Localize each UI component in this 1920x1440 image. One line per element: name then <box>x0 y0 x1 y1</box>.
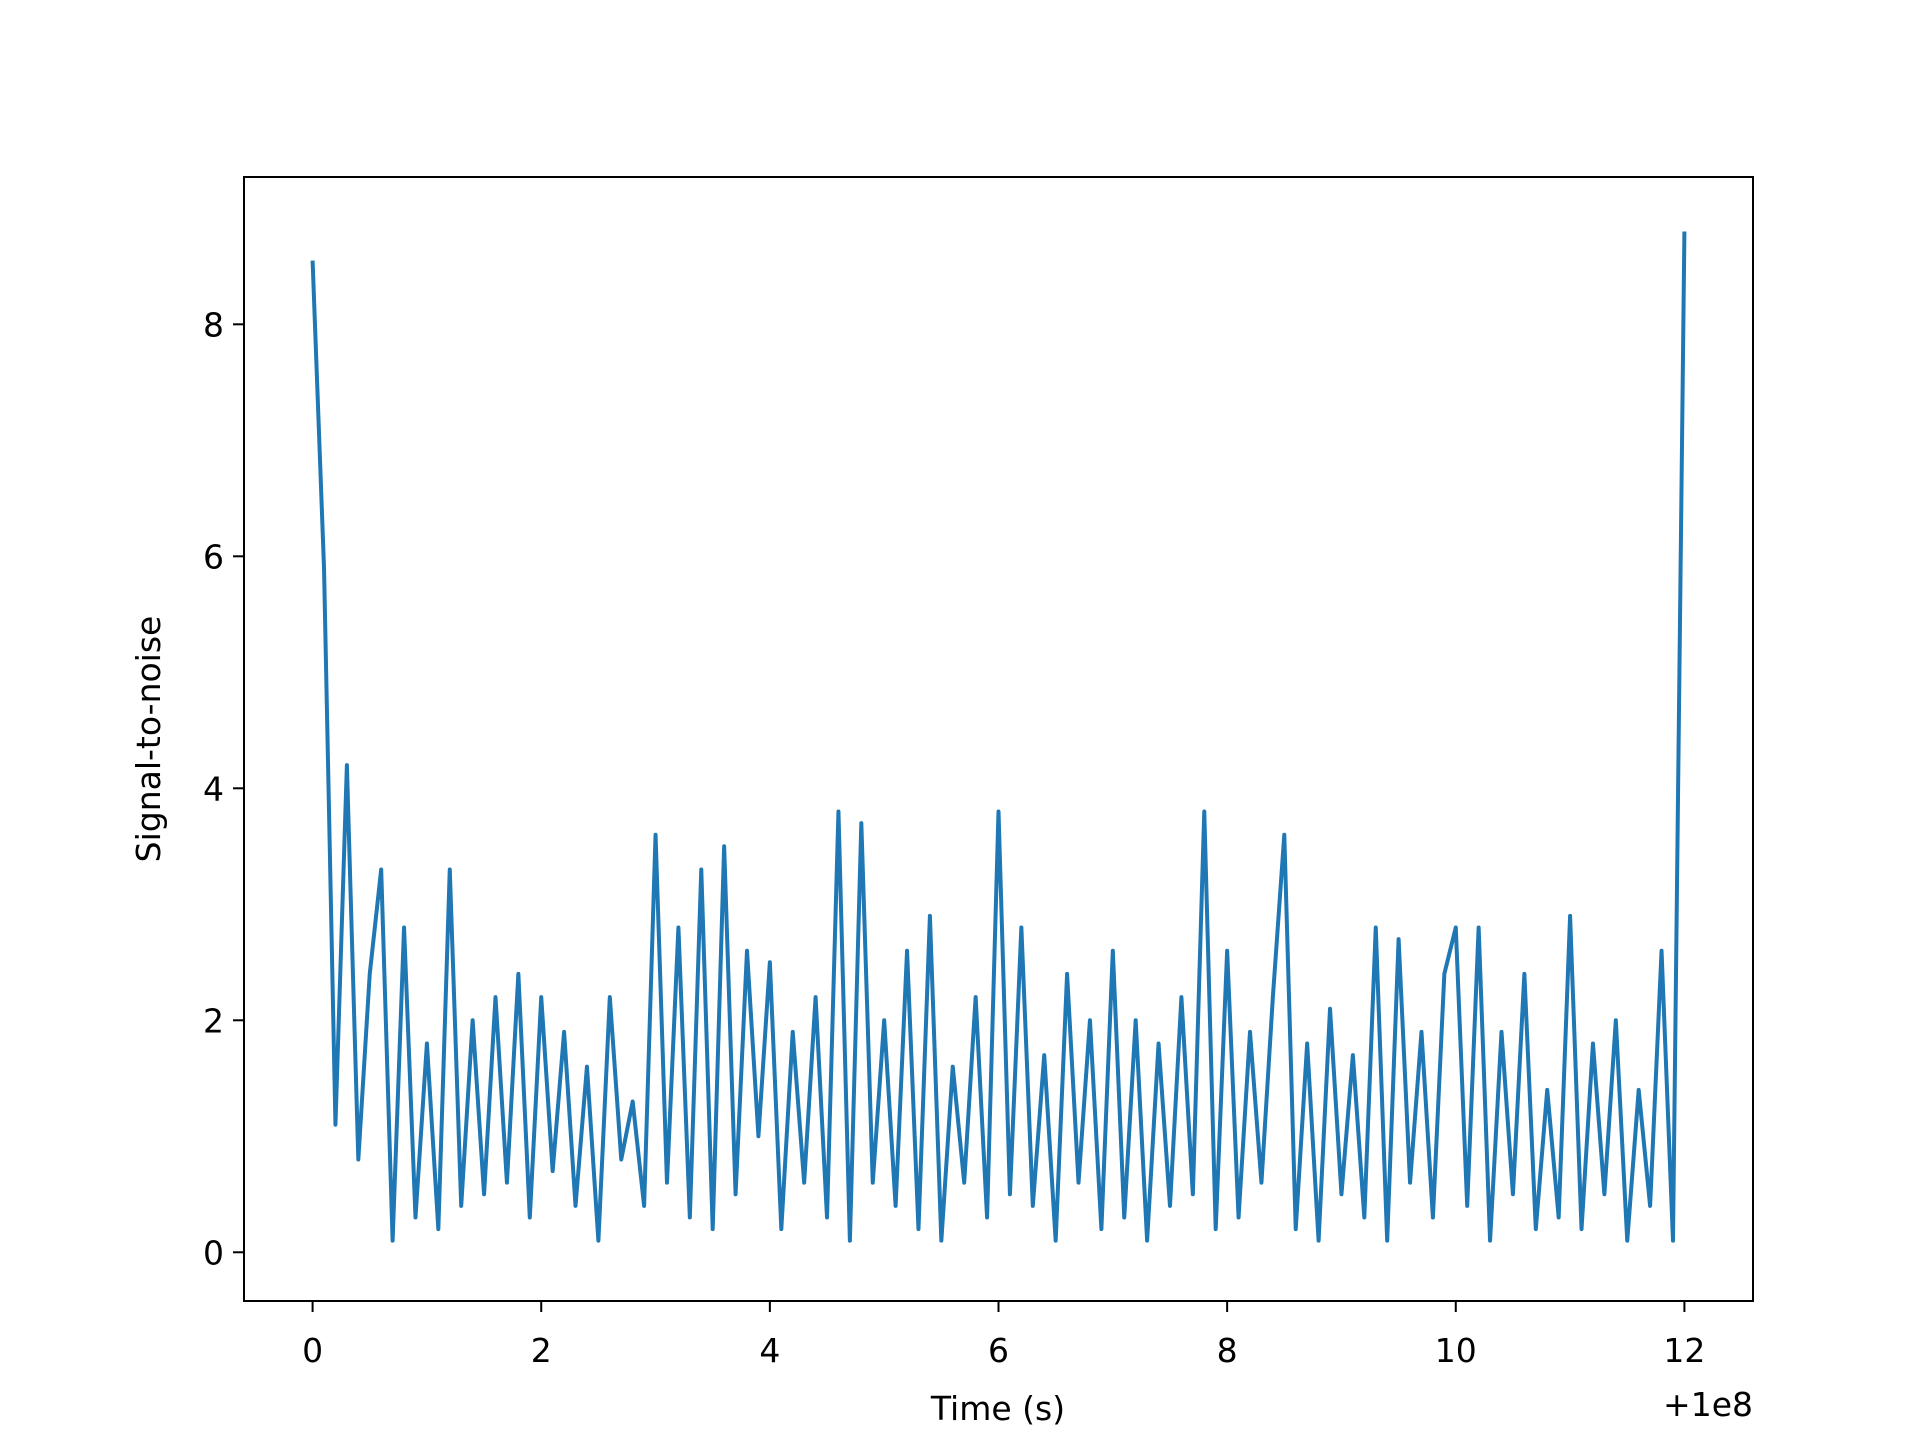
y-axis-label: Signal-to-noise <box>129 616 168 863</box>
x-tick-label: 12 <box>1663 1331 1705 1370</box>
x-tick-label: 10 <box>1435 1331 1477 1370</box>
y-tick-label: 2 <box>203 1001 224 1040</box>
x-tick-label: 4 <box>759 1331 780 1370</box>
x-offset-label: +1e8 <box>1663 1385 1753 1424</box>
y-tick-label: 8 <box>203 305 224 344</box>
plot-frame <box>243 176 1754 1302</box>
x-tick-label: 2 <box>531 1331 552 1370</box>
x-tick-label: 0 <box>302 1331 323 1370</box>
y-tick-label: 6 <box>203 537 224 576</box>
x-tick-label: 6 <box>988 1331 1009 1370</box>
x-tick-label: 8 <box>1217 1331 1238 1370</box>
line <box>310 231 1687 1243</box>
y-tick-label: 4 <box>203 769 224 808</box>
y-tick-label: 0 <box>203 1233 224 1272</box>
x-axis-label: Time (s) <box>930 1389 1065 1428</box>
